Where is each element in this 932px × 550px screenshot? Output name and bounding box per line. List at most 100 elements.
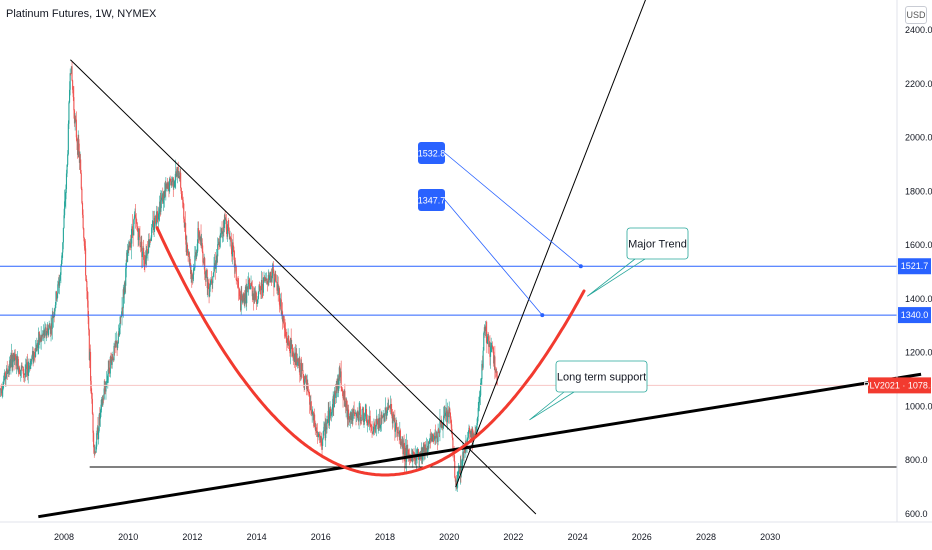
- candle-body: [38, 332, 40, 343]
- candle-body: [220, 233, 222, 235]
- candle-body: [260, 289, 262, 291]
- candle-body: [468, 427, 470, 433]
- candle-body: [48, 328, 50, 336]
- time-axis[interactable]: 2008 2010 2012 2014 2016 2018 2020 2022 2024 2026…: [0, 521, 932, 542]
- candle-body: [186, 244, 188, 253]
- candle-body: [277, 283, 279, 294]
- candle-body: [462, 452, 464, 459]
- candle-body: [131, 226, 133, 239]
- callout-labels[interactable]: 1532.8 1347.7 Major Trend Long term support: [418, 142, 689, 421]
- candle-body: [487, 336, 489, 338]
- candle-body: [64, 201, 66, 216]
- candle-body: [473, 435, 476, 437]
- candle-body: [212, 276, 214, 284]
- candle-body: [233, 246, 235, 252]
- candle-body: [121, 307, 123, 316]
- price-axis[interactable]: 600.0 800.0 1000.0 1200.0 1400.0 1600.0 1800.0…: [896, 0, 932, 522]
- x-tick-label: 2008: [54, 532, 74, 542]
- candle-body: [73, 110, 76, 124]
- candle-body: [257, 298, 259, 303]
- candle-body: [349, 412, 351, 420]
- price-callout-point: [540, 313, 545, 318]
- candle-body: [127, 249, 129, 251]
- candle-body: [73, 97, 75, 111]
- candle-body: [23, 373, 25, 375]
- candle-body: [248, 280, 250, 284]
- candle-body: [3, 378, 5, 382]
- candle-body: [290, 338, 292, 354]
- candle-body: [310, 401, 312, 412]
- candle-body: [298, 358, 300, 366]
- candle-body: [316, 432, 318, 433]
- candle-body: [98, 431, 100, 440]
- candle-body: [368, 422, 370, 424]
- candle-body: [309, 401, 311, 405]
- candle-body: [110, 359, 113, 365]
- candle-body: [492, 347, 494, 352]
- candle-body: [397, 432, 399, 434]
- candle-body: [444, 414, 446, 416]
- candle-body: [241, 299, 243, 303]
- candle-body: [457, 470, 460, 477]
- candle-body: [165, 184, 168, 189]
- candle-body: [430, 436, 432, 439]
- candle-body: [217, 244, 219, 257]
- candle-body: [2, 381, 5, 388]
- candle-body: [67, 154, 69, 165]
- candle-body: [77, 142, 79, 155]
- currency-badge[interactable]: USD: [905, 6, 927, 24]
- candle-body: [354, 413, 356, 414]
- candle-body: [296, 359, 298, 366]
- candle-body: [262, 277, 264, 293]
- candle-body: [155, 222, 157, 225]
- candle-body: [405, 448, 407, 462]
- candle-body: [9, 360, 11, 371]
- candle-body: [127, 249, 129, 262]
- drawing-overlays: [0, 0, 922, 519]
- candle-body: [275, 274, 277, 282]
- candle-body: [392, 414, 394, 424]
- candle-body: [29, 365, 31, 370]
- candle-body: [123, 282, 126, 295]
- candle-body: [323, 426, 325, 432]
- steep-trendline: [455, 0, 646, 488]
- candle-body: [37, 342, 39, 348]
- candle-body: [369, 415, 371, 424]
- candle-body: [0, 388, 1, 390]
- candle-body: [458, 469, 460, 471]
- candle-body: [184, 223, 186, 228]
- candle-body: [50, 323, 52, 334]
- candle-body: [4, 372, 6, 379]
- candle-body: [434, 436, 436, 439]
- candle-body: [358, 410, 360, 422]
- text-callout-box: [626, 227, 689, 260]
- candle-body: [447, 411, 449, 413]
- candle-body: [402, 440, 404, 455]
- candle-body: [328, 410, 330, 426]
- candle-body: [251, 286, 253, 297]
- candle-body: [357, 411, 359, 418]
- candle-body: [361, 409, 363, 421]
- candle-body: [191, 276, 193, 280]
- candle-body: [181, 198, 184, 200]
- candle-body: [301, 369, 303, 371]
- candle-body: [216, 255, 218, 257]
- candle-body: [17, 359, 19, 370]
- candle-body: [61, 252, 63, 261]
- candle-body: [341, 389, 343, 392]
- candle-body: [272, 264, 274, 273]
- candle-body: [425, 447, 427, 450]
- candle-body: [14, 354, 16, 361]
- candle-body: [169, 178, 171, 180]
- candle-body: [235, 266, 237, 281]
- candle-body: [261, 280, 263, 289]
- candle-body: [373, 423, 375, 432]
- x-tick-label: 2028: [696, 532, 716, 542]
- candle-body: [217, 244, 219, 246]
- candle-body: [136, 226, 139, 231]
- candle-body: [96, 433, 98, 447]
- candle-body: [493, 351, 495, 364]
- candle-body: [69, 73, 71, 90]
- candle-body: [324, 423, 326, 439]
